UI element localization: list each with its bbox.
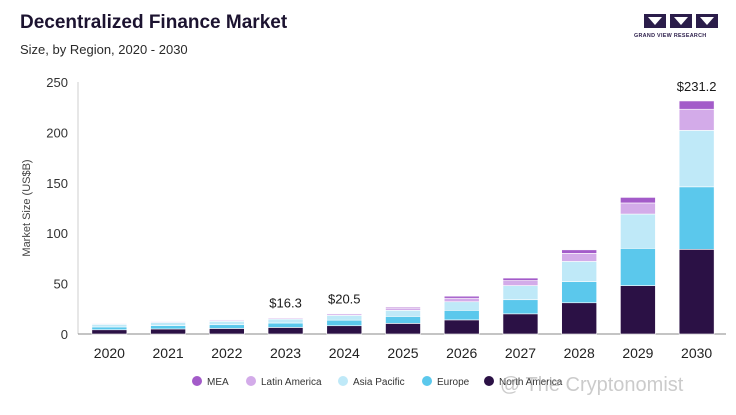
legend-label: Europe <box>437 377 470 388</box>
bar-segment <box>326 315 363 321</box>
bar-segment <box>209 324 245 329</box>
legend: MEA Latin America Asia Pacific Europe North … <box>192 376 563 388</box>
y-tick-label: 100 <box>46 226 68 241</box>
bar-segment <box>678 108 715 131</box>
bar-segment <box>91 324 128 328</box>
legend-label: Asia Pacific <box>353 377 405 388</box>
x-tick-label: 2025 <box>387 345 418 361</box>
y-tick-label: 0 <box>61 327 68 342</box>
bar-segment <box>385 310 421 317</box>
y-ticks: 0 50 100 150 200 250 <box>46 75 68 342</box>
bar-segment <box>678 186 715 250</box>
bar-segment <box>561 281 597 304</box>
chart-subtitle: Size, by Region, 2020 - 2030 <box>20 42 188 57</box>
bar-segment <box>502 313 539 335</box>
x-tick-label: 2021 <box>153 345 184 361</box>
bars <box>91 100 715 335</box>
bar-segment <box>620 248 656 286</box>
x-tick-label: 2026 <box>446 345 477 361</box>
bar-segment <box>443 319 480 335</box>
bar-segment <box>267 327 304 335</box>
bar-segment <box>502 299 539 315</box>
logo-caption: GRAND VIEW RESEARCH <box>634 33 707 39</box>
x-tick-label: 2023 <box>270 345 301 361</box>
bar-segment <box>443 310 480 321</box>
logo-notch-middle <box>674 17 688 25</box>
chart-title: Decentralized Finance Market <box>20 12 288 33</box>
bar-segment <box>385 323 421 335</box>
bar-segment <box>561 302 597 335</box>
x-tick-label: 2020 <box>94 345 125 361</box>
bar-segment <box>620 285 656 335</box>
bar-segment <box>620 213 656 249</box>
bar-segment <box>150 325 186 330</box>
bar-segment <box>561 253 597 262</box>
bar-segment <box>385 306 421 309</box>
y-tick-label: 250 <box>46 75 68 90</box>
bar-segment <box>502 280 539 286</box>
legend-label: North America <box>499 377 563 388</box>
logo-notch-right <box>700 17 714 25</box>
watermark: @ The Cryptonomist <box>500 374 684 396</box>
x-tick-label: 2028 <box>564 345 595 361</box>
bar-segment <box>150 328 186 335</box>
bar-segment <box>150 322 186 326</box>
legend-label: MEA <box>207 377 229 388</box>
total-label: $20.5 <box>328 291 361 306</box>
legend-label: Latin America <box>261 377 322 388</box>
bar-segment <box>561 261 597 282</box>
bar-segment <box>209 328 245 335</box>
legend-marker <box>338 376 348 386</box>
bar-segment <box>385 307 421 311</box>
bar-segment <box>326 325 363 335</box>
bar-segment <box>678 100 715 110</box>
bar-segment <box>326 319 363 327</box>
total-labels: $16.3 $20.5 $231.2 <box>269 79 716 311</box>
bar-segment <box>620 197 656 204</box>
logo-notch-left <box>648 17 662 25</box>
x-tick-label: 2029 <box>622 345 653 361</box>
y-tick-label: 200 <box>46 125 68 140</box>
x-ticks: 2020 2021 2022 2023 2024 2025 2026 2027 2028 2029… <box>94 345 713 361</box>
legend-marker <box>192 376 202 386</box>
total-label: $16.3 <box>269 296 302 311</box>
x-tick-label: 2024 <box>329 345 360 361</box>
total-label: $231.2 <box>677 79 717 94</box>
bar-segment <box>209 320 245 326</box>
bar-segment <box>326 313 363 315</box>
bar-segment <box>502 277 539 281</box>
bar-segment <box>443 297 480 303</box>
bar-segment <box>267 322 304 328</box>
x-tick-label: 2022 <box>211 345 242 361</box>
legend-marker <box>484 376 494 386</box>
y-tick-label: 50 <box>54 277 68 292</box>
bar-segment <box>91 329 128 335</box>
x-tick-label: 2027 <box>505 345 536 361</box>
bar-segment <box>443 301 480 311</box>
bar-segment <box>91 326 128 331</box>
legend-marker <box>246 376 256 386</box>
grand-view-research-logo <box>644 14 718 28</box>
bar-segment <box>620 202 656 215</box>
y-axis-title: Market Size (US$B) <box>21 159 33 256</box>
bar-segment <box>502 285 539 301</box>
bar-segment <box>678 130 715 188</box>
y-tick-label: 150 <box>46 176 68 191</box>
legend-marker <box>422 376 432 386</box>
bar-segment <box>443 295 480 299</box>
bar-segment <box>678 249 715 335</box>
bar-segment <box>267 318 304 324</box>
x-tick-label: 2030 <box>681 345 712 361</box>
bar-segment <box>561 249 597 254</box>
bar-segment <box>385 316 421 324</box>
